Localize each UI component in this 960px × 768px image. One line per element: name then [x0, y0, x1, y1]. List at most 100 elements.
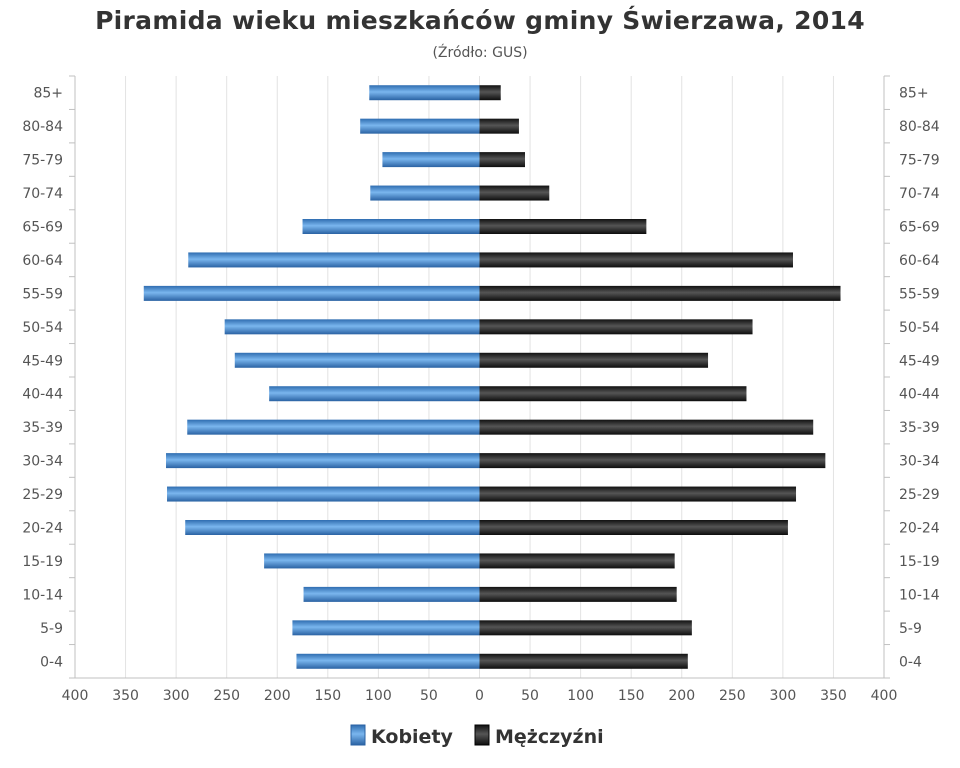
category-label-right: 5-9 — [899, 621, 922, 637]
category-label-right: 15-19 — [899, 554, 940, 570]
bar-kobiety-85+ — [369, 85, 480, 101]
bar-kobiety-40-44 — [269, 386, 480, 402]
category-label-right: 80-84 — [899, 119, 940, 135]
bar-mezczyzni-25-29 — [479, 486, 797, 502]
bar-kobiety-35-39 — [187, 419, 480, 435]
x-tick-label: 300 — [770, 688, 797, 704]
category-label-left: 10-14 — [22, 587, 63, 603]
x-tick-label: 250 — [719, 688, 746, 704]
category-label-right: 25-29 — [899, 487, 940, 503]
x-tick-label: 0 — [475, 688, 484, 704]
bar-kobiety-50-54 — [224, 319, 480, 335]
category-label-left: 55-59 — [22, 286, 63, 302]
category-label-left: 45-49 — [22, 353, 63, 369]
category-label-left: 20-24 — [22, 521, 63, 537]
x-tick-label: 350 — [820, 688, 847, 704]
bar-kobiety-0-4 — [296, 653, 480, 669]
category-label-left: 85+ — [33, 86, 63, 102]
category-label-right: 30-34 — [899, 454, 940, 470]
x-tick-label: 200 — [264, 688, 291, 704]
chart-subtitle: (Źródło: GUS) — [432, 45, 528, 61]
legend[interactable]: Kobiety Mężczyźni — [350, 724, 604, 748]
category-label-right: 65-69 — [899, 220, 940, 236]
bar-mezczyzni-85+ — [479, 85, 501, 101]
category-label-left: 25-29 — [22, 487, 63, 503]
bar-kobiety-20-24 — [185, 520, 480, 535]
x-tick-label: 250 — [213, 688, 240, 704]
bar-kobiety-60-64 — [188, 252, 480, 268]
category-label-left: 70-74 — [22, 186, 63, 202]
bar-kobiety-45-49 — [234, 352, 480, 368]
bar-mezczyzni-40-44 — [479, 386, 747, 402]
category-label-right: 55-59 — [899, 286, 940, 302]
bar-kobiety-15-19 — [264, 553, 480, 569]
x-tick-label: 50 — [420, 688, 438, 704]
legend-swatch-kobiety[interactable] — [350, 724, 366, 746]
bar-mezczyzni-80-84 — [479, 118, 519, 134]
bar-kobiety-30-34 — [166, 453, 480, 469]
bar-mezczyzni-35-39 — [479, 419, 814, 435]
category-label-right: 45-49 — [899, 353, 940, 369]
category-label-right: 40-44 — [899, 387, 940, 403]
bar-kobiety-70-74 — [370, 185, 480, 201]
bar-mezczyzni-45-49 — [479, 352, 709, 368]
category-label-right: 70-74 — [899, 186, 940, 202]
bars — [143, 85, 841, 669]
x-tick-label: 100 — [567, 688, 594, 704]
bar-mezczyzni-70-74 — [479, 185, 550, 201]
legend-swatch-mezczyzni[interactable] — [474, 724, 490, 746]
x-tick-label: 50 — [521, 688, 539, 704]
x-tick-label: 400 — [871, 688, 898, 704]
category-label-right: 75-79 — [899, 153, 940, 169]
category-label-left: 80-84 — [22, 119, 63, 135]
x-tick-label: 350 — [112, 688, 139, 704]
bar-mezczyzni-0-4 — [479, 653, 688, 669]
chart-title: Piramida wieku mieszkańców gminy Świerza… — [95, 6, 865, 35]
category-label-left: 50-54 — [22, 320, 63, 336]
bar-kobiety-65-69 — [302, 219, 480, 234]
bar-mezczyzni-55-59 — [479, 285, 841, 301]
category-label-left: 60-64 — [22, 253, 63, 269]
x-tick-label: 400 — [62, 688, 89, 704]
category-label-left: 40-44 — [22, 387, 63, 403]
category-label-right: 60-64 — [899, 253, 940, 269]
bar-mezczyzni-15-19 — [479, 553, 675, 569]
grid-lines — [125, 76, 834, 678]
category-label-left: 30-34 — [22, 454, 63, 470]
tick-labels: 85+ 85+ 80-84 80-84 75-79 75-79 70-74 70-74 65-6… — [22, 86, 939, 704]
bar-mezczyzni-20-24 — [479, 520, 788, 535]
x-tick-label: 150 — [618, 688, 645, 704]
category-label-right: 10-14 — [899, 587, 940, 603]
x-tick-label: 300 — [163, 688, 190, 704]
bar-mezczyzni-60-64 — [479, 252, 793, 268]
category-label-left: 65-69 — [22, 220, 63, 236]
bar-kobiety-55-59 — [143, 285, 480, 301]
category-label-left: 5-9 — [40, 621, 63, 637]
category-label-left: 75-79 — [22, 153, 63, 169]
legend-label-kobiety[interactable]: Kobiety — [371, 726, 454, 748]
category-label-left: 15-19 — [22, 554, 63, 570]
bar-mezczyzni-5-9 — [479, 620, 692, 636]
bar-mezczyzni-10-14 — [479, 586, 677, 602]
x-tick-label: 100 — [365, 688, 392, 704]
category-label-right: 35-39 — [899, 420, 940, 436]
bar-mezczyzni-75-79 — [479, 152, 526, 168]
bar-mezczyzni-65-69 — [479, 219, 647, 234]
bar-kobiety-5-9 — [292, 620, 480, 636]
x-tick-label: 200 — [668, 688, 695, 704]
category-label-right: 0-4 — [899, 654, 922, 670]
category-label-right: 85+ — [899, 86, 929, 102]
category-label-left: 35-39 — [22, 420, 63, 436]
bar-mezczyzni-50-54 — [479, 319, 753, 335]
bar-kobiety-25-29 — [167, 486, 480, 502]
category-label-right: 50-54 — [899, 320, 940, 336]
legend-label-mezczyzni[interactable]: Mężczyźni — [495, 726, 604, 748]
x-tick-label: 150 — [314, 688, 341, 704]
bar-kobiety-80-84 — [360, 118, 480, 134]
bar-kobiety-10-14 — [303, 586, 480, 602]
bar-mezczyzni-30-34 — [479, 453, 826, 469]
category-label-left: 0-4 — [40, 654, 63, 670]
category-label-right: 20-24 — [899, 521, 940, 537]
axes — [69, 75, 890, 679]
